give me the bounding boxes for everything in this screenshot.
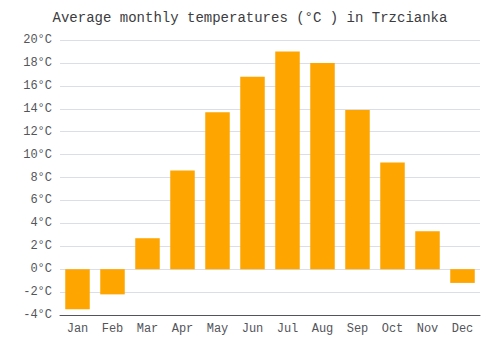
svg-text:8°C: 8°C xyxy=(30,171,52,185)
svg-text:-4°C: -4°C xyxy=(23,308,52,322)
svg-text:Feb: Feb xyxy=(102,322,124,336)
svg-text:0°C: 0°C xyxy=(30,262,52,276)
svg-text:20°C: 20°C xyxy=(23,33,52,47)
svg-text:Dec: Dec xyxy=(452,322,474,336)
svg-text:14°C: 14°C xyxy=(23,102,52,116)
svg-text:Apr: Apr xyxy=(172,322,194,336)
svg-text:-2°C: -2°C xyxy=(23,285,52,299)
svg-text:May: May xyxy=(207,322,229,336)
svg-text:Average monthly temperatures (: Average monthly temperatures (°C ) in Tr… xyxy=(53,10,448,26)
svg-text:10°C: 10°C xyxy=(23,148,52,162)
svg-text:18°C: 18°C xyxy=(23,56,52,70)
svg-text:12°C: 12°C xyxy=(23,125,52,139)
svg-text:Jan: Jan xyxy=(67,322,89,336)
svg-text:Jul: Jul xyxy=(277,322,299,336)
svg-text:Sep: Sep xyxy=(347,322,369,336)
svg-text:Aug: Aug xyxy=(312,322,334,336)
svg-text:Mar: Mar xyxy=(137,322,159,336)
svg-text:6°C: 6°C xyxy=(30,193,52,207)
svg-text:Nov: Nov xyxy=(417,322,439,336)
svg-text:Oct: Oct xyxy=(382,322,404,336)
svg-text:2°C: 2°C xyxy=(30,239,52,253)
svg-text:4°C: 4°C xyxy=(30,216,52,230)
svg-text:Jun: Jun xyxy=(242,322,264,336)
svg-text:16°C: 16°C xyxy=(23,79,52,93)
